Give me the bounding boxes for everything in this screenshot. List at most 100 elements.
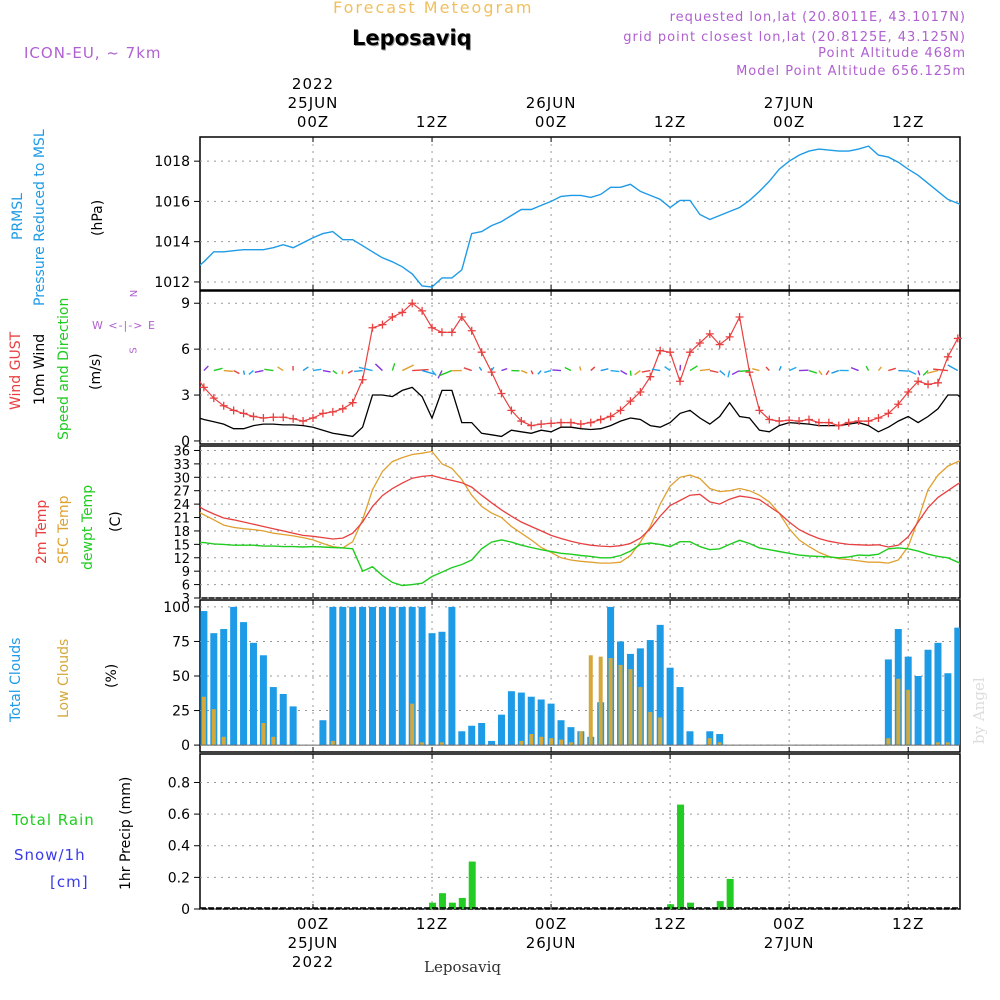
total-cloud-bar: [249, 642, 257, 746]
wind-direction-arrow: [926, 369, 939, 374]
y-tick-label: 18: [173, 525, 190, 540]
snow-unit-label: [cm]: [50, 873, 89, 891]
wind-direction-arrow: [478, 366, 483, 371]
gust-marker: [318, 409, 327, 418]
total-cloud-bar: [567, 727, 575, 746]
y-tick-label: 30: [173, 471, 190, 486]
y-tick-label: 100: [163, 600, 190, 616]
gust-marker: [477, 348, 486, 357]
gust-marker: [606, 412, 615, 421]
low-cloud-bar: [519, 740, 524, 746]
gust-marker: [705, 329, 714, 338]
rain-bar: [716, 901, 724, 909]
gust-marker: [199, 383, 208, 392]
gust-marker: [626, 397, 635, 406]
top-time-label: 25JUN: [288, 94, 339, 112]
wind-direction-arrow: [808, 369, 818, 374]
requested-coords: requested lon,lat (20.8011E, 43.1017N): [669, 10, 966, 25]
model-altitude: Model Point Altitude 656.125m: [736, 64, 966, 79]
wind-direction-arrow: [322, 369, 331, 373]
low-cloud-bar: [261, 722, 266, 746]
total-cloud-bar: [656, 624, 664, 746]
y-tick-label: 1014: [154, 235, 190, 251]
y-tick-label: 0: [181, 902, 190, 918]
wind-direction-arrow: [731, 369, 740, 376]
y-tick-label: 3: [181, 388, 190, 404]
gust-marker: [745, 368, 754, 377]
rain-bar: [726, 878, 734, 909]
wind-direction-arrow: [664, 366, 671, 372]
total-cloud-bar: [537, 699, 545, 746]
bottom-time-label: 12Z: [654, 915, 686, 933]
y-tick-label: 0.8: [168, 775, 190, 791]
total-cloud-bar: [279, 693, 287, 746]
gust-marker: [676, 377, 685, 386]
low-cloud-bar: [439, 742, 444, 746]
wind-direction-arrow: [463, 367, 472, 372]
total-cloud-bar: [369, 606, 377, 746]
low-cloud-bar: [658, 717, 663, 746]
gust-marker: [358, 375, 367, 384]
y-tick-label: 1012: [154, 275, 190, 291]
gust-marker: [953, 334, 962, 343]
y-tick-label: 75: [172, 634, 190, 650]
low-cloud-bar: [717, 742, 722, 746]
wind10-line: [200, 386, 960, 438]
total-cloud-bar: [517, 692, 525, 746]
low-cloud-bar: [410, 703, 415, 746]
total-cloud-bar: [716, 734, 724, 746]
wind-direction-arrow: [312, 368, 322, 372]
gust-marker: [527, 421, 536, 430]
wind-direction-arrow: [898, 369, 909, 372]
top-time-label: 12Z: [654, 113, 686, 131]
wind-direction-arrow: [530, 370, 534, 375]
total-cloud-bar: [497, 714, 505, 746]
gust-marker: [368, 323, 377, 332]
bottom-time-label: 00Z: [297, 915, 329, 933]
y-tick-label: 15: [173, 538, 190, 553]
total-cloud-bar: [240, 622, 248, 746]
wind-direction-arrow: [578, 366, 582, 371]
total-cloud-bar: [488, 740, 496, 746]
low-cloud-bar: [529, 734, 534, 746]
gust-marker: [557, 418, 565, 427]
top-time-label: 27JUN: [764, 94, 815, 112]
wind-direction-arrow: [778, 365, 782, 371]
y-tick-label: 0: [181, 738, 190, 754]
total-cloud-bar: [478, 722, 486, 746]
wind-direction-arrow: [552, 369, 562, 372]
total-cloud-bar: [378, 606, 386, 746]
y-tick-label: 0.6: [168, 807, 190, 823]
total-cloud-bar: [666, 667, 674, 746]
gust-marker: [616, 406, 625, 415]
wind-direction-arrow: [850, 366, 859, 372]
gust-marker: [874, 413, 883, 422]
total-cloud-bar: [200, 611, 208, 746]
gust-marker: [735, 313, 744, 322]
gust-marker: [854, 417, 863, 426]
total-rain-label: Total Rain: [12, 811, 95, 829]
total-cloud-bar: [914, 676, 922, 746]
total-cloud-bar: [954, 627, 960, 746]
wind-direction-arrow: [917, 370, 921, 376]
wind-direction-arrow: [223, 369, 233, 373]
y-tick-label: 6: [181, 342, 190, 358]
gust-line: [200, 302, 960, 427]
wind-direction-arrow: [600, 368, 609, 372]
low-cloud-bar: [707, 738, 712, 746]
wind-direction-arrow: [354, 369, 363, 373]
low-cloud-bar: [598, 656, 603, 746]
rain-bar: [429, 902, 437, 909]
wind-direction-arrow: [610, 369, 620, 373]
gust-marker: [378, 320, 387, 329]
y-tick-label: 0: [181, 434, 190, 450]
total-cloud-bar: [934, 642, 942, 746]
bottom-time-label: 12Z: [892, 915, 924, 933]
gust-marker: [824, 418, 833, 427]
wind-direction-arrow: [501, 367, 508, 372]
gust-marker: [924, 380, 933, 389]
gust-marker: [914, 377, 923, 386]
total-cloud-bar: [547, 703, 555, 746]
y-tick-label: 21: [173, 512, 190, 527]
